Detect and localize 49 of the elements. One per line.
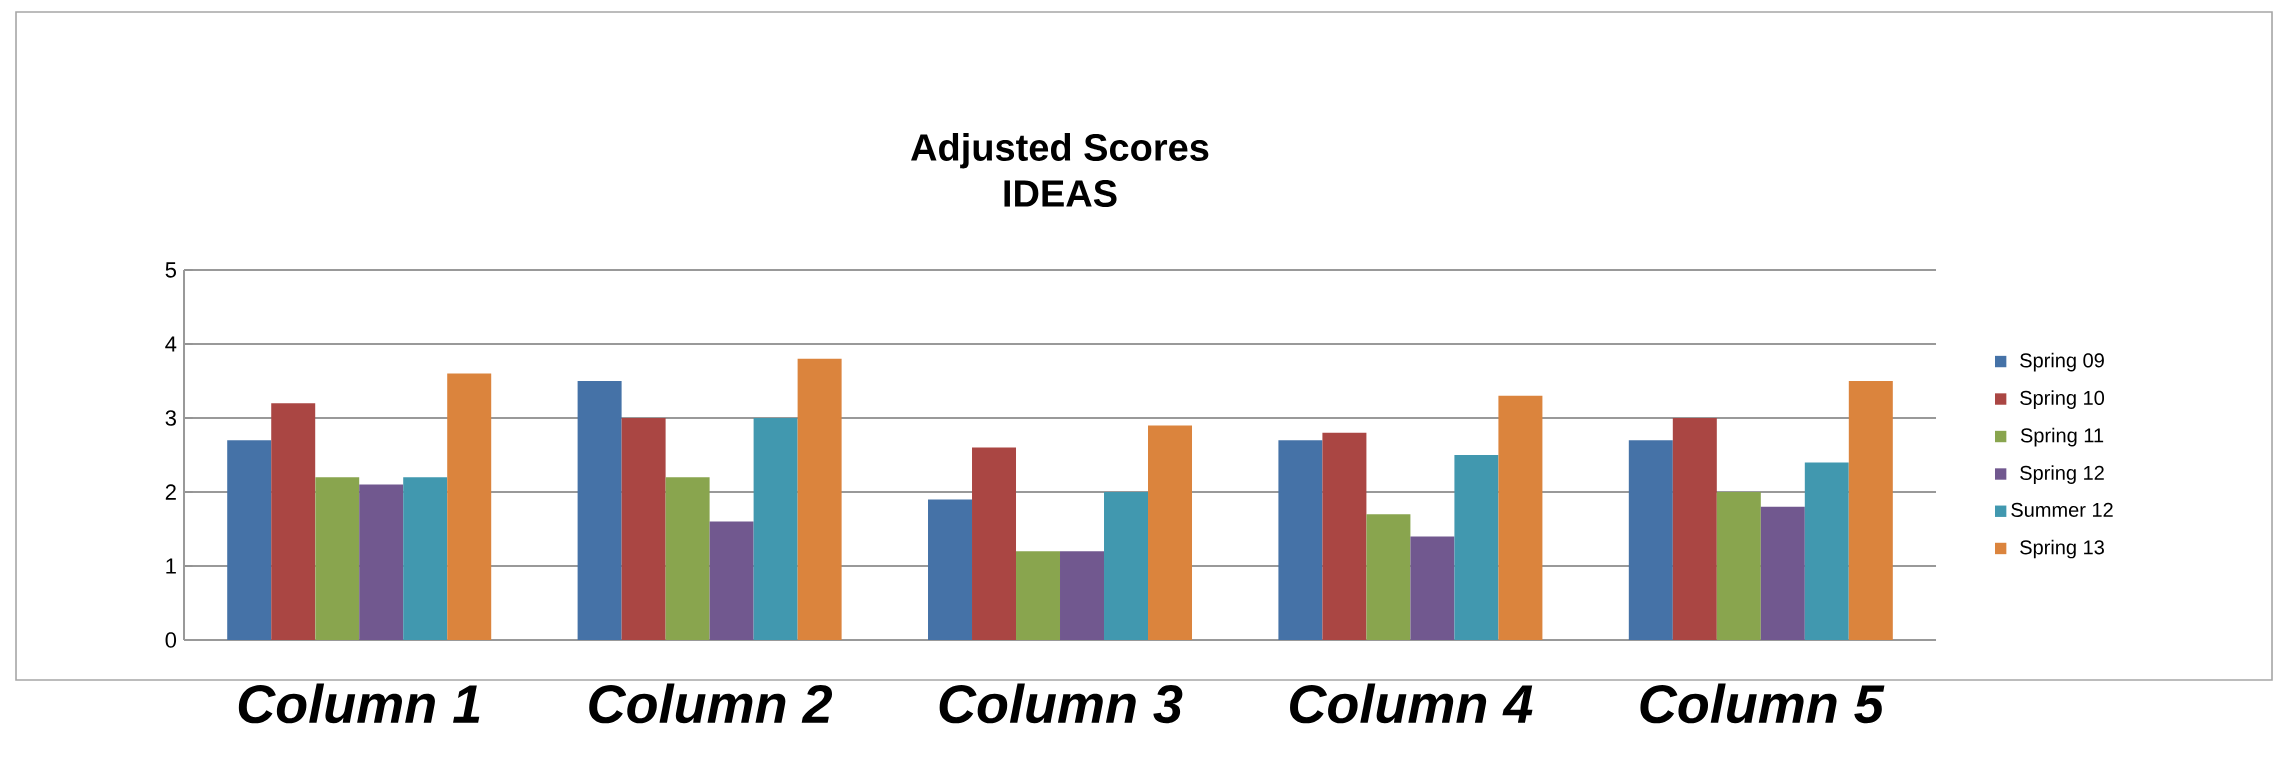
- bar: [709, 521, 754, 640]
- y-tick-label: 4: [165, 336, 177, 352]
- chart-subtitle: IDEAS: [1004, 180, 1117, 207]
- bar: [577, 381, 622, 640]
- bar: [1716, 492, 1761, 640]
- bar: [1804, 462, 1849, 640]
- bar: [1278, 440, 1323, 640]
- legend-label: Spring 10: [2020, 390, 2105, 409]
- bar: [1498, 395, 1543, 640]
- bar: [1848, 381, 1893, 640]
- x-tick-label: Column 5: [1640, 683, 1885, 724]
- bar: [1672, 418, 1717, 640]
- x-tick-label: Column 2: [589, 683, 833, 724]
- bar: [315, 477, 360, 640]
- y-tick-label: 3: [165, 410, 176, 426]
- bar: [1148, 425, 1193, 640]
- bar: [1410, 536, 1455, 640]
- bar: [1322, 432, 1367, 640]
- y-tick-label: 2: [165, 484, 176, 500]
- bar: [621, 418, 666, 640]
- bar: [1060, 551, 1105, 640]
- legend-label: Spring 12: [2020, 465, 2104, 484]
- bar: [1104, 492, 1149, 640]
- bar: [1454, 455, 1499, 640]
- bar: [972, 447, 1017, 640]
- bar: [359, 484, 404, 640]
- legend-label: Spring 11: [2020, 427, 2104, 447]
- y-tick-label: 0: [165, 632, 177, 648]
- x-tick-label: Column 3: [939, 683, 1183, 724]
- y-tick-label: 1: [166, 558, 176, 574]
- chart-title: Adjusted Scores: [911, 133, 1209, 169]
- bar: [1628, 440, 1673, 640]
- legend-label: Summer 12: [2011, 502, 2113, 517]
- bar: [665, 477, 710, 640]
- y-tick-label: 5: [165, 262, 176, 278]
- bar: [1016, 551, 1061, 640]
- bar: [227, 440, 272, 640]
- bar: [797, 358, 842, 640]
- x-tick-label: Column 4: [1290, 683, 1533, 724]
- bar: [403, 477, 448, 640]
- bar: [753, 418, 798, 640]
- bar: [1366, 514, 1411, 640]
- legend-label: Spring 13: [2020, 539, 2104, 559]
- bar: [928, 499, 973, 640]
- x-tick-label: Column 1: [238, 683, 480, 724]
- legend-label: Spring 09: [2020, 352, 2104, 372]
- bar: [1760, 506, 1805, 640]
- bar: [447, 373, 492, 640]
- bar: [271, 403, 316, 640]
